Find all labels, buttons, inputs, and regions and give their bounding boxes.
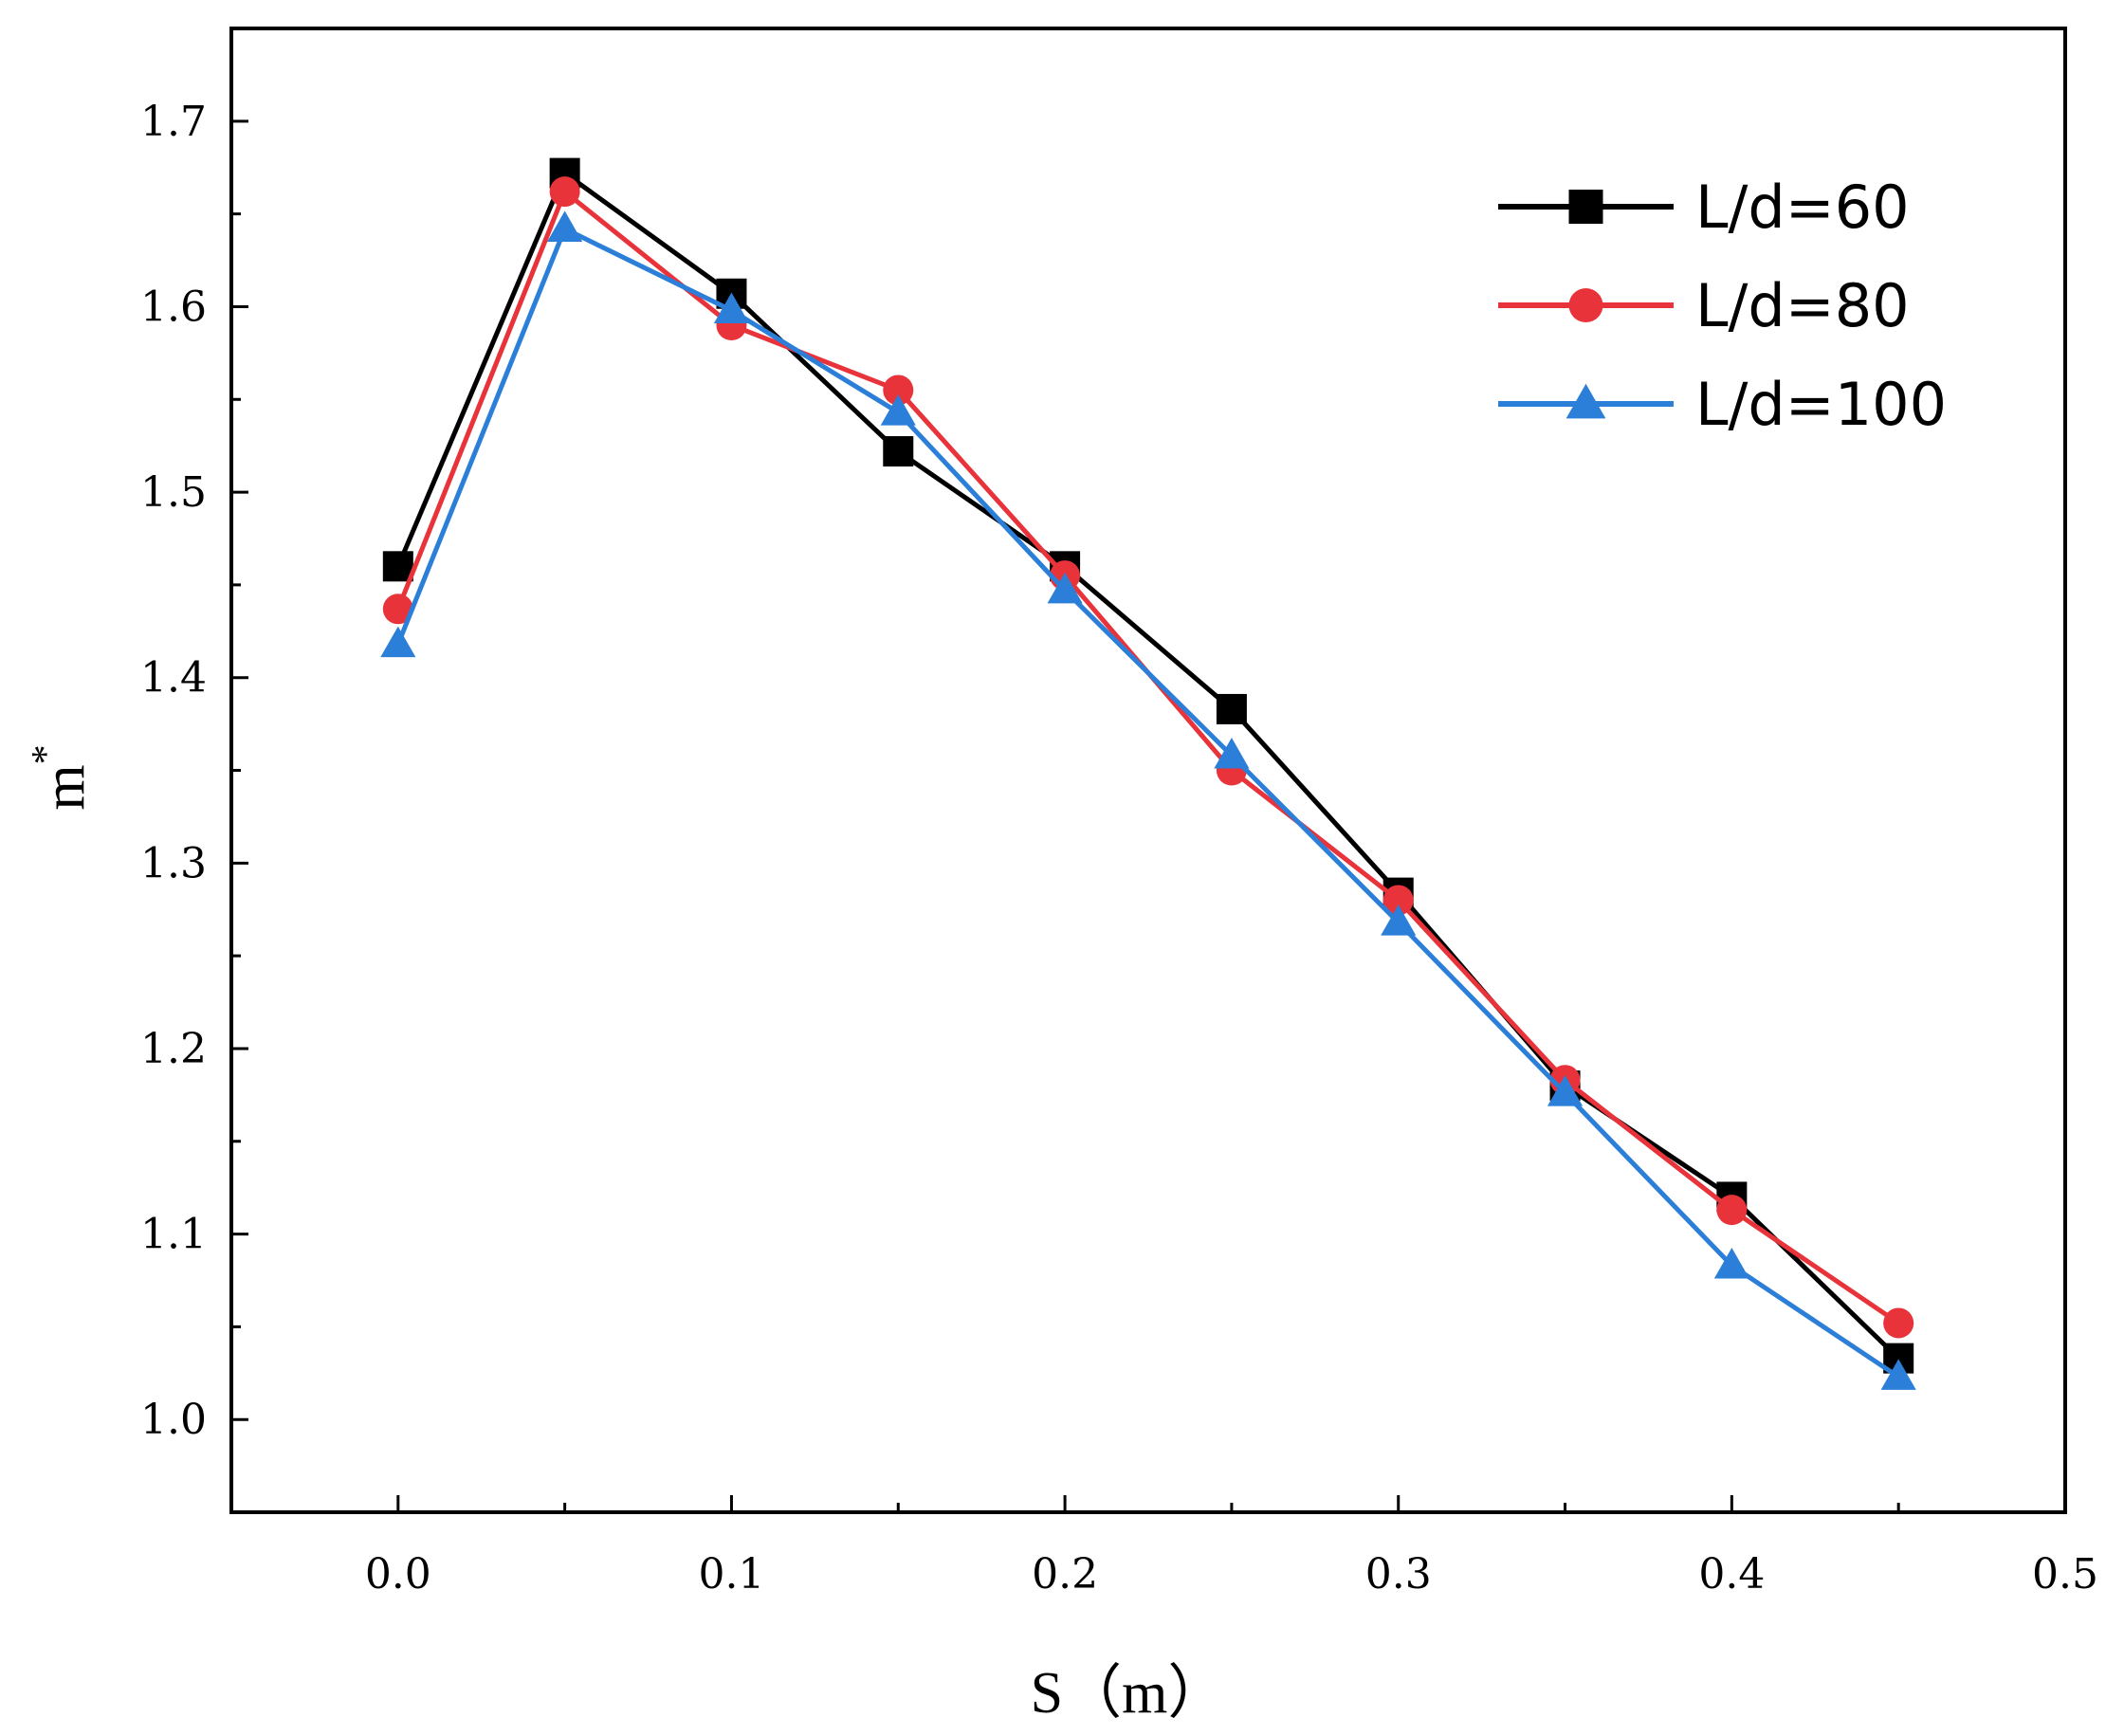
series-line bbox=[395, 189, 1900, 1325]
series-line bbox=[395, 226, 1900, 1380]
data-point bbox=[1716, 1195, 1748, 1226]
series-group bbox=[380, 157, 1916, 1390]
series-line bbox=[395, 171, 1900, 1361]
legend-label: L/d=100 bbox=[1695, 370, 1947, 439]
y-tick-label: 1.0 bbox=[140, 1396, 207, 1444]
legend-marker bbox=[1568, 190, 1603, 224]
y-tick-label: 1.4 bbox=[140, 654, 207, 703]
series-3 bbox=[380, 210, 1916, 1390]
data-point bbox=[1880, 1359, 1916, 1390]
x-tick-label: 0.4 bbox=[1698, 1550, 1765, 1599]
legend: L/d=60 L/d=80 L/d=100 bbox=[1498, 173, 1947, 439]
x-tick-label: 0.1 bbox=[698, 1550, 764, 1599]
data-point bbox=[547, 210, 583, 242]
data-point bbox=[880, 394, 916, 426]
x-axis: 0.0 0.1 0.2 0.3 0.4 0.5 bbox=[365, 1495, 2098, 1599]
y-axis: 1.0 1.1 1.2 1.3 1.4 1.5 1.6 1.7 bbox=[140, 98, 248, 1444]
data-point bbox=[1713, 1247, 1749, 1279]
legend-marker bbox=[1568, 288, 1603, 322]
data-point bbox=[1381, 905, 1417, 936]
data-point bbox=[1883, 1307, 1914, 1339]
data-point bbox=[1547, 1075, 1584, 1106]
y-axis-title: m* bbox=[25, 744, 97, 810]
x-tick-label: 0.0 bbox=[365, 1550, 431, 1599]
y-tick-label: 1.3 bbox=[140, 839, 207, 887]
y-tick-label: 1.7 bbox=[140, 98, 207, 146]
data-point bbox=[1382, 885, 1414, 916]
legend-item: L/d=80 bbox=[1498, 271, 1910, 340]
data-point bbox=[713, 292, 750, 324]
data-point bbox=[382, 594, 413, 625]
series-1 bbox=[382, 157, 1914, 1374]
y-axis-title-base: m bbox=[32, 764, 97, 810]
y-tick-label: 1.5 bbox=[140, 468, 207, 517]
legend-item: L/d=60 bbox=[1498, 173, 1910, 242]
data-point bbox=[382, 551, 413, 582]
legend-marker bbox=[1566, 383, 1606, 419]
data-point bbox=[380, 626, 416, 658]
data-point bbox=[883, 375, 914, 406]
legend-label: L/d=80 bbox=[1695, 271, 1910, 340]
data-point bbox=[1047, 572, 1083, 604]
x-tick-label: 0.5 bbox=[2032, 1550, 2098, 1599]
y-tick-label: 1.1 bbox=[140, 1211, 207, 1259]
legend-item: L/d=100 bbox=[1498, 370, 1947, 439]
plot-frame bbox=[229, 27, 2067, 1514]
y-tick-label: 1.6 bbox=[140, 283, 207, 331]
data-point bbox=[1216, 693, 1247, 724]
data-point bbox=[549, 176, 580, 208]
y-axis-title-superscript: * bbox=[25, 744, 68, 764]
x-axis-title: S（m） bbox=[1031, 1661, 1227, 1726]
legend-label: L/d=60 bbox=[1695, 173, 1910, 242]
data-point bbox=[1214, 738, 1250, 769]
x-tick-label: 0.3 bbox=[1365, 1550, 1432, 1599]
x-tick-label: 0.2 bbox=[1032, 1550, 1098, 1599]
data-point bbox=[883, 436, 914, 467]
y-tick-label: 1.2 bbox=[140, 1025, 207, 1073]
plot-border bbox=[229, 27, 2067, 1514]
